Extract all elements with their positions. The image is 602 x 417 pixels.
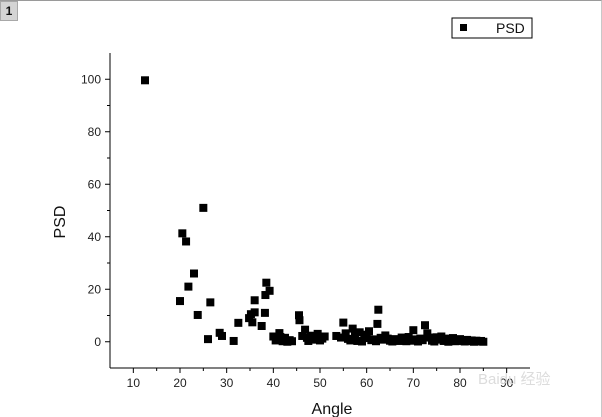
data-point <box>193 310 202 319</box>
data-point <box>407 336 415 345</box>
x-tick-label: 70 <box>407 376 421 390</box>
data-point <box>430 337 439 346</box>
x-ticks: 10 20 30 40 50 60 70 80 90 <box>127 368 514 390</box>
x-tick-label: 10 <box>127 376 141 390</box>
data-point <box>332 331 341 340</box>
x-tick-label: 80 <box>453 376 467 390</box>
data-point <box>295 316 304 325</box>
data-point <box>298 331 307 340</box>
data-point <box>353 336 362 345</box>
data-point <box>337 333 345 342</box>
legend-marker <box>460 24 467 31</box>
data-point <box>234 318 243 327</box>
data-point <box>261 291 270 300</box>
data-point <box>437 332 446 341</box>
y-ticks: 0 20 40 60 80 100 <box>81 72 110 349</box>
data-point <box>178 229 187 238</box>
x-tick-label: 90 <box>500 376 514 390</box>
y-axis-title: PSD <box>52 206 69 239</box>
data-point <box>218 331 226 340</box>
data-point <box>379 335 387 344</box>
data-point <box>276 333 285 342</box>
data-point <box>301 325 310 334</box>
data-point <box>206 298 215 307</box>
data-point <box>341 329 350 338</box>
data-point <box>421 321 429 330</box>
x-tick-label: 50 <box>313 376 327 390</box>
legend: PSD <box>451 17 533 39</box>
data-point <box>262 278 271 287</box>
data-point <box>250 296 259 305</box>
x-tick-label: 20 <box>173 376 187 390</box>
data-point <box>182 237 191 246</box>
watermark: Baidu 经验 <box>478 371 551 388</box>
axes <box>109 53 530 369</box>
data-point <box>271 336 280 345</box>
data-point <box>479 337 488 346</box>
data-point <box>184 282 193 291</box>
y-tick-label: 80 <box>88 125 102 139</box>
data-point <box>373 319 382 328</box>
y-tick-label: 100 <box>81 72 101 86</box>
data-point <box>257 322 266 330</box>
x-tick-label: 40 <box>267 376 281 390</box>
data-point <box>355 328 364 337</box>
x-tick-label: 60 <box>360 376 374 390</box>
x-tick-label: 30 <box>220 376 234 390</box>
data-points <box>141 76 488 346</box>
y-tick-label: 60 <box>88 177 102 191</box>
data-point <box>176 297 184 306</box>
data-point <box>348 324 357 333</box>
data-point <box>418 336 427 345</box>
data-point <box>409 326 418 335</box>
page-tab[interactable]: 1 <box>0 1 18 21</box>
legend-label: PSD <box>496 20 525 36</box>
data-point <box>204 335 212 344</box>
data-point <box>365 327 373 336</box>
legend-box <box>451 17 533 39</box>
data-point <box>250 308 259 317</box>
data-point <box>320 332 329 341</box>
data-point <box>288 337 296 346</box>
data-point <box>351 331 359 340</box>
data-point <box>374 305 383 314</box>
data-point <box>199 203 208 212</box>
data-point <box>248 318 257 327</box>
data-point <box>346 336 355 345</box>
y-tick-label: 20 <box>88 282 102 296</box>
data-point <box>372 337 380 346</box>
x-axis-title: Angle <box>312 401 353 417</box>
data-point <box>304 336 313 345</box>
data-point <box>229 336 238 345</box>
data-point <box>423 329 432 338</box>
data-point <box>339 318 348 327</box>
data-point <box>260 308 269 317</box>
data-point <box>313 329 322 338</box>
y-tick-label: 0 <box>94 335 101 349</box>
y-tick-label: 40 <box>88 230 102 244</box>
data-point <box>295 311 303 320</box>
data-point <box>402 337 411 346</box>
data-point <box>141 76 149 85</box>
data-point <box>265 286 274 295</box>
data-point <box>190 269 198 278</box>
